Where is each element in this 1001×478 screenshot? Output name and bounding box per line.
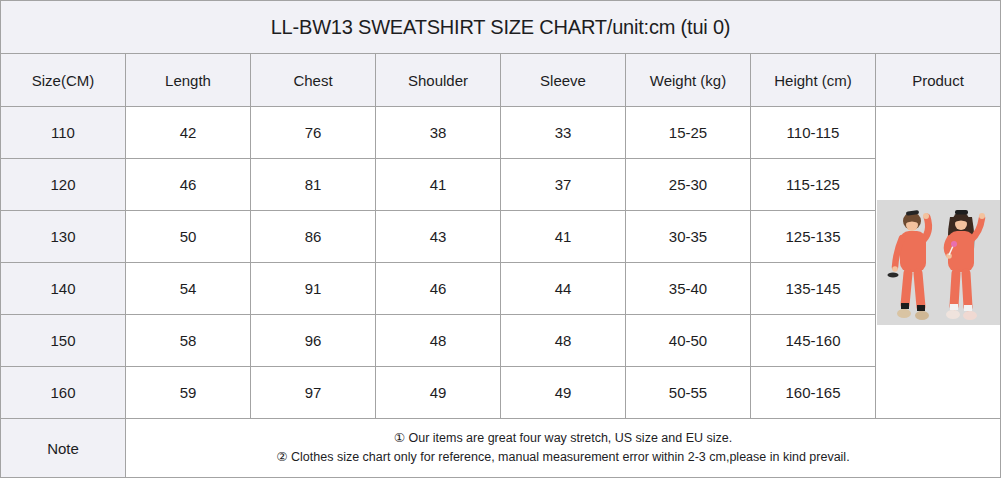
table-row-130: 130 50 86 43 41 30-35 125-135 <box>1 211 1001 263</box>
table-row-140: 140 54 91 46 44 35-40 135-145 <box>1 263 1001 315</box>
col-header-product: Product <box>876 54 1001 107</box>
col-header-size: Size(CM) <box>1 54 126 107</box>
shoulder-cell: 48 <box>376 315 501 367</box>
sleeve-cell: 33 <box>501 107 626 159</box>
note-line-2: ② Clothes size chart only for reference,… <box>126 448 1000 467</box>
weight-cell: 30-35 <box>626 211 751 263</box>
chest-cell: 97 <box>251 367 376 419</box>
shoulder-cell: 41 <box>376 159 501 211</box>
height-cell: 145-160 <box>751 315 876 367</box>
table-row-110: 110 42 76 38 33 15-25 110-115 <box>1 107 1001 159</box>
length-cell: 42 <box>126 107 251 159</box>
sleeve-cell: 37 <box>501 159 626 211</box>
col-header-height: Height (cm) <box>751 54 876 107</box>
product-photo <box>877 200 1000 325</box>
length-cell: 50 <box>126 211 251 263</box>
col-header-shoulder: Shoulder <box>376 54 501 107</box>
note-content: ① Our items are great four way stretch, … <box>126 419 1001 478</box>
col-header-chest: Chest <box>251 54 376 107</box>
title-row: LL-BW13 SWEATSHIRT SIZE CHART/unit:cm (t… <box>1 1 1001 54</box>
length-cell: 58 <box>126 315 251 367</box>
height-cell: 135-145 <box>751 263 876 315</box>
size-chart-table: LL-BW13 SWEATSHIRT SIZE CHART/unit:cm (t… <box>0 0 1001 478</box>
weight-cell: 25-30 <box>626 159 751 211</box>
height-cell: 125-135 <box>751 211 876 263</box>
table-row-150: 150 58 96 48 48 40-50 145-160 <box>1 315 1001 367</box>
sleeve-cell: 48 <box>501 315 626 367</box>
col-header-sleeve: Sleeve <box>501 54 626 107</box>
header-row: Size(CM) Length Chest Shoulder Sleeve We… <box>1 54 1001 107</box>
weight-cell: 15-25 <box>626 107 751 159</box>
shoulder-cell: 49 <box>376 367 501 419</box>
chest-cell: 96 <box>251 315 376 367</box>
chest-cell: 81 <box>251 159 376 211</box>
col-header-length: Length <box>126 54 251 107</box>
product-photo-cell <box>876 107 1001 419</box>
length-cell: 46 <box>126 159 251 211</box>
chest-cell: 86 <box>251 211 376 263</box>
length-cell: 59 <box>126 367 251 419</box>
length-cell: 54 <box>126 263 251 315</box>
height-cell: 110-115 <box>751 107 876 159</box>
note-label: Note <box>1 419 126 478</box>
chest-cell: 91 <box>251 263 376 315</box>
note-line-1: ① Our items are great four way stretch, … <box>126 429 1000 448</box>
weight-cell: 50-55 <box>626 367 751 419</box>
chart-title: LL-BW13 SWEATSHIRT SIZE CHART/unit:cm (t… <box>1 1 1001 54</box>
size-cell: 140 <box>1 263 126 315</box>
size-cell: 120 <box>1 159 126 211</box>
note-row: Note ① Our items are great four way stre… <box>1 419 1001 478</box>
shoulder-cell: 43 <box>376 211 501 263</box>
size-cell: 130 <box>1 211 126 263</box>
shoulder-cell: 38 <box>376 107 501 159</box>
weight-cell: 40-50 <box>626 315 751 367</box>
col-header-weight: Weight (kg) <box>626 54 751 107</box>
height-cell: 115-125 <box>751 159 876 211</box>
height-cell: 160-165 <box>751 367 876 419</box>
sleeve-cell: 44 <box>501 263 626 315</box>
weight-cell: 35-40 <box>626 263 751 315</box>
size-cell: 150 <box>1 315 126 367</box>
shoulder-cell: 46 <box>376 263 501 315</box>
sleeve-cell: 41 <box>501 211 626 263</box>
sleeve-cell: 49 <box>501 367 626 419</box>
table-row-160: 160 59 97 49 49 50-55 160-165 <box>1 367 1001 419</box>
chest-cell: 76 <box>251 107 376 159</box>
table-row-120: 120 46 81 41 37 25-30 115-125 <box>1 159 1001 211</box>
size-cell: 160 <box>1 367 126 419</box>
size-cell: 110 <box>1 107 126 159</box>
